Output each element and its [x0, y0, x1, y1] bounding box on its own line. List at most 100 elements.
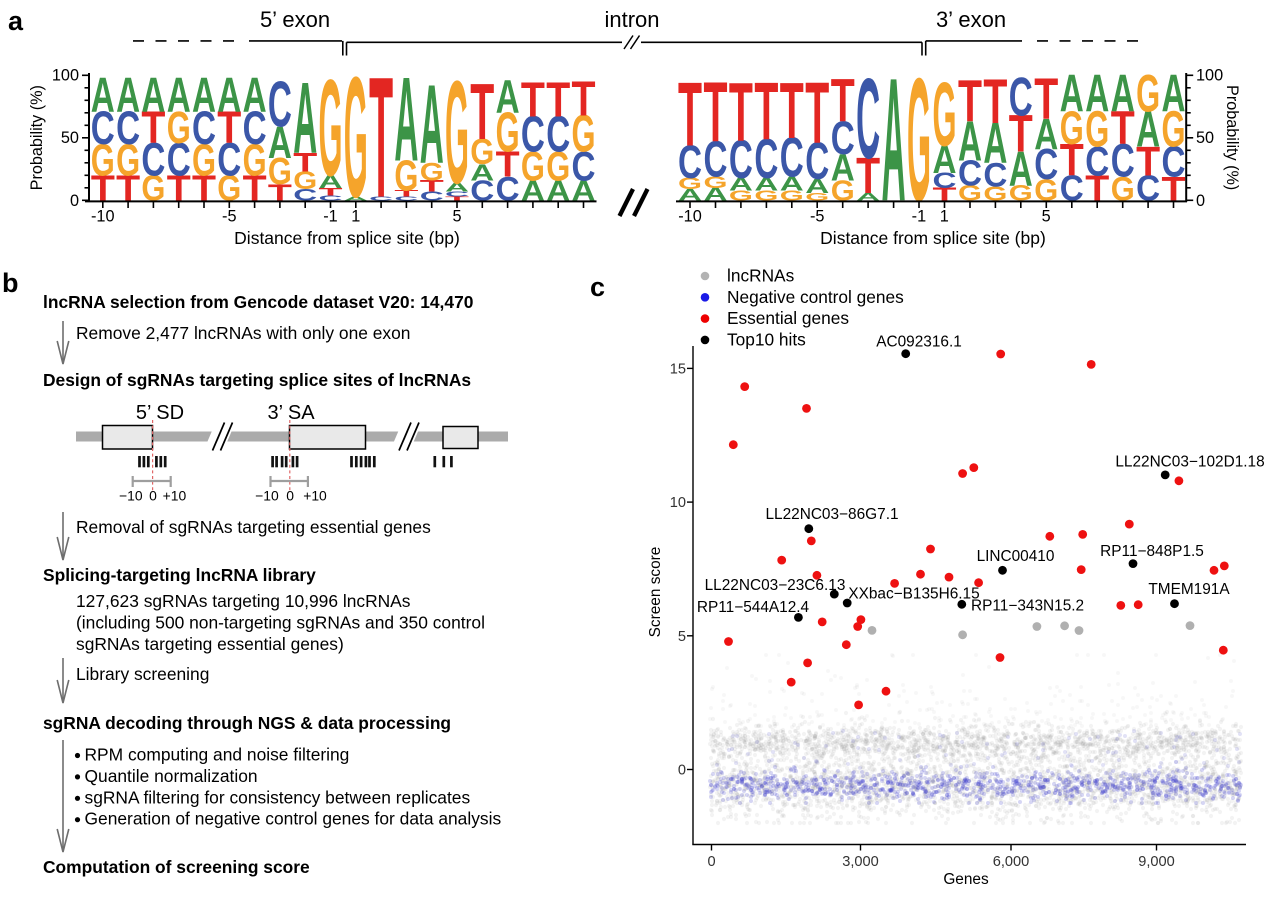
svg-text:C: C: [268, 67, 292, 140]
svg-text:9,000: 9,000: [1138, 854, 1175, 870]
svg-text:1: 1: [351, 208, 360, 226]
svg-text:Top10 hits: Top10 hits: [727, 329, 806, 349]
svg-text:0: 0: [707, 854, 715, 870]
svg-text:A: A: [116, 67, 140, 122]
svg-text:-5: -5: [810, 208, 824, 226]
svg-text:Design of sgRNAs targeting spl: Design of sgRNAs targeting splice sites …: [43, 370, 471, 390]
svg-text:G: G: [445, 51, 469, 214]
svg-text:−10: −10: [119, 488, 143, 504]
svg-text:15: 15: [670, 361, 686, 377]
svg-text:Splicing-targeting lncRNA libr: Splicing-targeting lncRNA library: [43, 565, 316, 585]
svg-text:T: T: [546, 74, 570, 128]
svg-text:1: 1: [940, 208, 949, 226]
svg-text:C: C: [1009, 66, 1033, 128]
svg-text:50: 50: [1196, 129, 1214, 147]
svg-text:A: A: [1085, 65, 1109, 124]
svg-text:127,623 sgRNAs targeting 10,99: 127,623 sgRNAs targeting 10,996 lncRNAs: [76, 591, 411, 611]
svg-text:A: A: [1111, 65, 1135, 124]
svg-text:0: 0: [1196, 192, 1205, 210]
svg-text:Generation of negative control: Generation of negative control genes for…: [85, 809, 502, 829]
svg-text:A: A: [167, 67, 191, 122]
svg-text:Remove 2,477 lncRNAs with only: Remove 2,477 lncRNAs with only one exon: [76, 323, 410, 343]
svg-text:Library screening: Library screening: [76, 664, 209, 684]
svg-text:A: A: [192, 67, 216, 122]
svg-text:T: T: [704, 66, 728, 161]
svg-text:-1: -1: [912, 208, 926, 226]
svg-text:5: 5: [678, 629, 686, 645]
svg-text:5: 5: [1042, 208, 1051, 226]
svg-text:T: T: [780, 67, 804, 156]
svg-text:0: 0: [149, 488, 157, 504]
svg-text:+10: +10: [303, 488, 327, 504]
svg-text:A: A: [1161, 65, 1185, 124]
svg-text:0: 0: [286, 488, 294, 504]
svg-text:T: T: [983, 66, 1007, 137]
svg-text:-1: -1: [323, 208, 337, 226]
svg-text:A: A: [217, 67, 241, 122]
svg-text:c: c: [590, 272, 605, 302]
svg-text:0: 0: [70, 192, 79, 210]
svg-text:A: A: [882, 42, 906, 238]
svg-text:Quantile normalization: Quantile normalization: [85, 766, 258, 786]
svg-text:sgRNAs targeting essential gen: sgRNAs targeting essential genes): [76, 634, 344, 654]
svg-text:sgRNA decoding through NGS & d: sgRNA decoding through NGS & data proces…: [43, 713, 451, 733]
svg-text:−10: −10: [255, 488, 279, 504]
svg-text:C: C: [856, 55, 880, 183]
svg-text:T: T: [521, 74, 545, 128]
svg-text:50: 50: [61, 129, 79, 147]
svg-text:A: A: [141, 67, 165, 122]
svg-text:A: A: [420, 61, 444, 187]
svg-text:A: A: [394, 53, 418, 187]
svg-text:A: A: [496, 70, 520, 123]
svg-text:A: A: [243, 67, 267, 122]
svg-text:T: T: [958, 67, 982, 134]
svg-text:A: A: [1060, 65, 1084, 124]
svg-text:intron: intron: [604, 7, 659, 32]
svg-text:100: 100: [52, 67, 79, 85]
svg-text:T: T: [470, 68, 494, 157]
svg-text:5’ exon: 5’ exon: [260, 7, 330, 32]
svg-text:lncRNAs: lncRNAs: [727, 266, 795, 286]
svg-text:10: 10: [670, 495, 686, 511]
svg-text:Probability (%): Probability (%): [1223, 85, 1241, 190]
svg-text:Computation of screening score: Computation of screening score: [43, 857, 310, 877]
svg-text:G: G: [319, 52, 343, 205]
svg-text:+10: +10: [163, 488, 187, 504]
svg-text:6,000: 6,000: [993, 854, 1030, 870]
svg-text:RPM computing and noise filter: RPM computing and noise filtering: [85, 745, 350, 765]
svg-text:Negative control genes: Negative control genes: [727, 287, 904, 307]
svg-text:T: T: [572, 72, 596, 126]
svg-text:3’ exon: 3’ exon: [936, 7, 1006, 32]
svg-text:3’ SA: 3’ SA: [267, 402, 315, 424]
svg-text:Removal of sgRNAs targeting es: Removal of sgRNAs targeting essential ge…: [76, 517, 431, 537]
svg-text:5: 5: [452, 208, 461, 226]
svg-text:0: 0: [678, 763, 686, 779]
svg-text:Probability (%): Probability (%): [28, 85, 46, 190]
svg-text:3,000: 3,000: [842, 854, 879, 870]
svg-text:Screen score: Screen score: [647, 547, 664, 638]
svg-text:Essential genes: Essential genes: [727, 308, 849, 328]
svg-text:-10: -10: [678, 208, 702, 226]
svg-text:Distance from splice site (bp): Distance from splice site (bp): [234, 228, 460, 248]
svg-text:sgRNA filtering for consistenc: sgRNA filtering for consistency between …: [85, 787, 471, 807]
svg-text:5’ SD: 5’ SD: [136, 402, 184, 424]
svg-text:T: T: [805, 65, 829, 162]
svg-text:T: T: [1034, 68, 1058, 132]
svg-text:a: a: [8, 6, 24, 36]
svg-text:A: A: [91, 67, 115, 122]
svg-text:Distance from splice site (bp): Distance from splice site (bp): [820, 228, 1046, 248]
svg-text:G: G: [1136, 65, 1160, 124]
svg-text:T: T: [729, 65, 753, 158]
svg-text:-10: -10: [91, 208, 115, 226]
svg-text:Genes: Genes: [943, 871, 989, 888]
svg-text:lncRNA selection from Gencode: lncRNA selection from Gencode dataset V2…: [43, 292, 473, 312]
svg-text:T: T: [678, 64, 702, 165]
svg-text:-5: -5: [222, 208, 236, 226]
svg-text:T: T: [831, 66, 855, 135]
svg-text:T: T: [754, 65, 778, 157]
svg-text:A: A: [293, 61, 317, 174]
svg-text:G: G: [932, 65, 956, 165]
svg-text:100: 100: [1196, 67, 1223, 85]
svg-text:b: b: [2, 268, 19, 298]
svg-text:(including 500 non-targeting s: (including 500 non-targeting sgRNAs and …: [76, 613, 485, 633]
